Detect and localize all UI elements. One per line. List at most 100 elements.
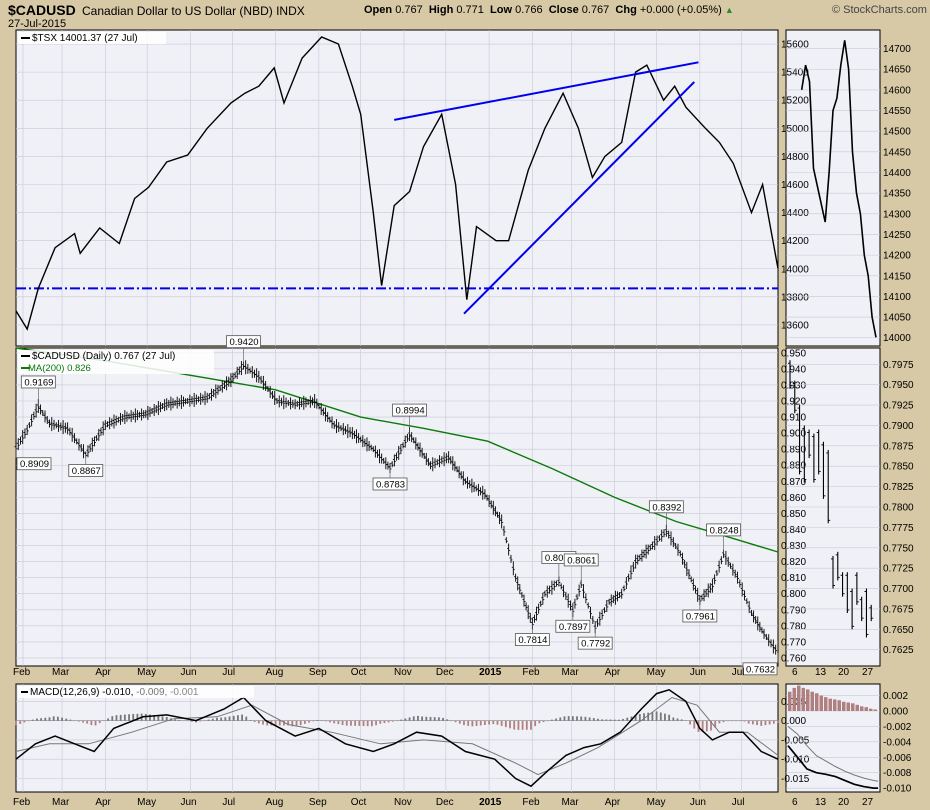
histogram-bar: [23, 720, 26, 723]
histogram-bar: [308, 720, 310, 723]
price-label-box: [577, 636, 613, 650]
histogram-bar: [291, 720, 294, 727]
zoom-histogram-bar: [846, 702, 850, 711]
histogram-bar: [701, 720, 704, 733]
x-label-bottom-Apr: Apr: [605, 797, 621, 808]
histogram-bar: [525, 720, 528, 730]
zoom-histogram-bar: [851, 703, 855, 711]
histogram-bar: [253, 720, 256, 723]
histogram-bar: [190, 720, 193, 722]
zoom-histogram-bar: [833, 699, 837, 711]
tsx-y-tick-label: 14800: [781, 152, 809, 163]
histogram-bar: [90, 720, 93, 726]
zoom-histogram-bar: [797, 685, 801, 711]
zoom-x-label-bottom-27: 27: [862, 797, 874, 808]
histogram-bar: [119, 714, 122, 721]
histogram-bar: [278, 720, 281, 726]
price-label-0.8076: 0.8076: [545, 553, 574, 564]
histogram-bar: [500, 720, 503, 726]
histogram-bar: [266, 720, 269, 726]
histogram-bar: [312, 720, 315, 722]
zoom-histogram-bar: [860, 706, 864, 711]
x-label-2015: 2015: [479, 667, 502, 678]
histogram-bar: [153, 715, 156, 721]
macd-legend-signal: -0.009,: [136, 687, 170, 698]
histogram-bar: [588, 717, 591, 721]
price-label-box: [226, 335, 261, 349]
macd-zoom-signal: [787, 726, 879, 782]
tsx-zoom-y-tick-label: 14550: [883, 106, 911, 117]
histogram-bar: [504, 720, 507, 728]
macd-y-tick-label: -0.005: [781, 735, 810, 746]
cad-y-tick-label: 0.870: [781, 477, 806, 488]
histogram-bar: [446, 719, 449, 721]
tsx-y-tick-label: 14000: [781, 264, 809, 275]
histogram-bar: [429, 716, 432, 721]
macd-zoom-line: [787, 745, 878, 789]
histogram-bar: [764, 720, 767, 726]
cad-y-tick-label: 0.790: [781, 605, 806, 616]
histogram-bar: [241, 714, 243, 721]
price-label-box: [706, 523, 741, 537]
macd-zoom-y-tick-label: -0.010: [883, 784, 912, 795]
cad-y-tick-label: 0.830: [781, 541, 806, 552]
x-label-bottom-Jun: Jun: [690, 797, 706, 808]
histogram-bar: [576, 716, 578, 721]
histogram-bar: [433, 717, 436, 721]
histogram-bar: [329, 720, 331, 723]
histogram-bar: [178, 719, 181, 721]
close-label: Close: [548, 4, 579, 16]
histogram-bar: [530, 720, 532, 730]
price-label-0.9420: 0.9420: [229, 337, 258, 348]
histogram-bar: [634, 715, 637, 721]
histogram-bar: [65, 718, 68, 721]
histogram-bar: [274, 720, 277, 726]
macd-signal-line: [15, 696, 779, 776]
trendline-0: [394, 61, 699, 121]
histogram-bar: [417, 715, 419, 721]
tsx-price-line: [15, 36, 779, 331]
price-label-0.7632: 0.7632: [746, 664, 775, 675]
zoom-histogram-bar: [806, 689, 810, 711]
cad-y-tick-label: 0.940: [781, 364, 806, 375]
macd-zoom-y-tick-label: -0.002: [883, 722, 912, 733]
brand-watermark: © StockCharts.com: [832, 4, 927, 16]
histogram-bar: [722, 720, 725, 723]
histogram-bar: [496, 720, 499, 725]
histogram-bar: [404, 718, 407, 721]
histogram-bar: [40, 718, 43, 721]
x-label-bottom-Aug: Aug: [266, 797, 284, 808]
panel-tsx: [15, 29, 779, 347]
histogram-bar: [425, 716, 428, 721]
histogram-bar: [659, 712, 662, 721]
price-label-0.8867: 0.8867: [72, 466, 101, 477]
histogram-bar: [542, 720, 545, 723]
cad-y-tick-label: 0.800: [781, 589, 806, 600]
histogram-bar: [664, 713, 666, 721]
tsx-zoom-y-tick-label: 14200: [883, 251, 911, 262]
cad-zoom-y-tick-label: 0.7925: [883, 401, 914, 412]
cad-y-tick-label: 0.950: [781, 348, 806, 359]
tsx-y-tick-label: 14600: [781, 180, 809, 191]
histogram-bar: [584, 716, 587, 721]
macd-legend-bg: [18, 686, 254, 698]
macd-zoom-y-tick-label: 0.000: [883, 707, 908, 718]
histogram-bar: [672, 717, 675, 721]
cad-y-tick-label: 0.770: [781, 637, 806, 648]
open-value: 0.767: [395, 4, 423, 16]
histogram-bar: [195, 720, 197, 723]
histogram-bar: [174, 719, 176, 721]
histogram-bar: [56, 716, 59, 721]
histogram-bar: [580, 716, 583, 721]
x-label-Jun: Jun: [690, 667, 706, 678]
histogram-bar: [471, 720, 474, 727]
cad-zoom-y-tick-label: 0.7850: [883, 462, 914, 473]
histogram-bar: [149, 714, 151, 721]
tsx-y-tick-label: 15600: [781, 40, 809, 51]
histogram-bar: [534, 720, 537, 727]
cad-y-tick-label: 0.760: [781, 653, 806, 664]
zoom-histogram-bar: [815, 693, 819, 711]
x-label-bottom-May: May: [647, 797, 666, 808]
x-label-May: May: [137, 667, 156, 678]
x-label-bottom-2015: 2015: [479, 797, 502, 808]
